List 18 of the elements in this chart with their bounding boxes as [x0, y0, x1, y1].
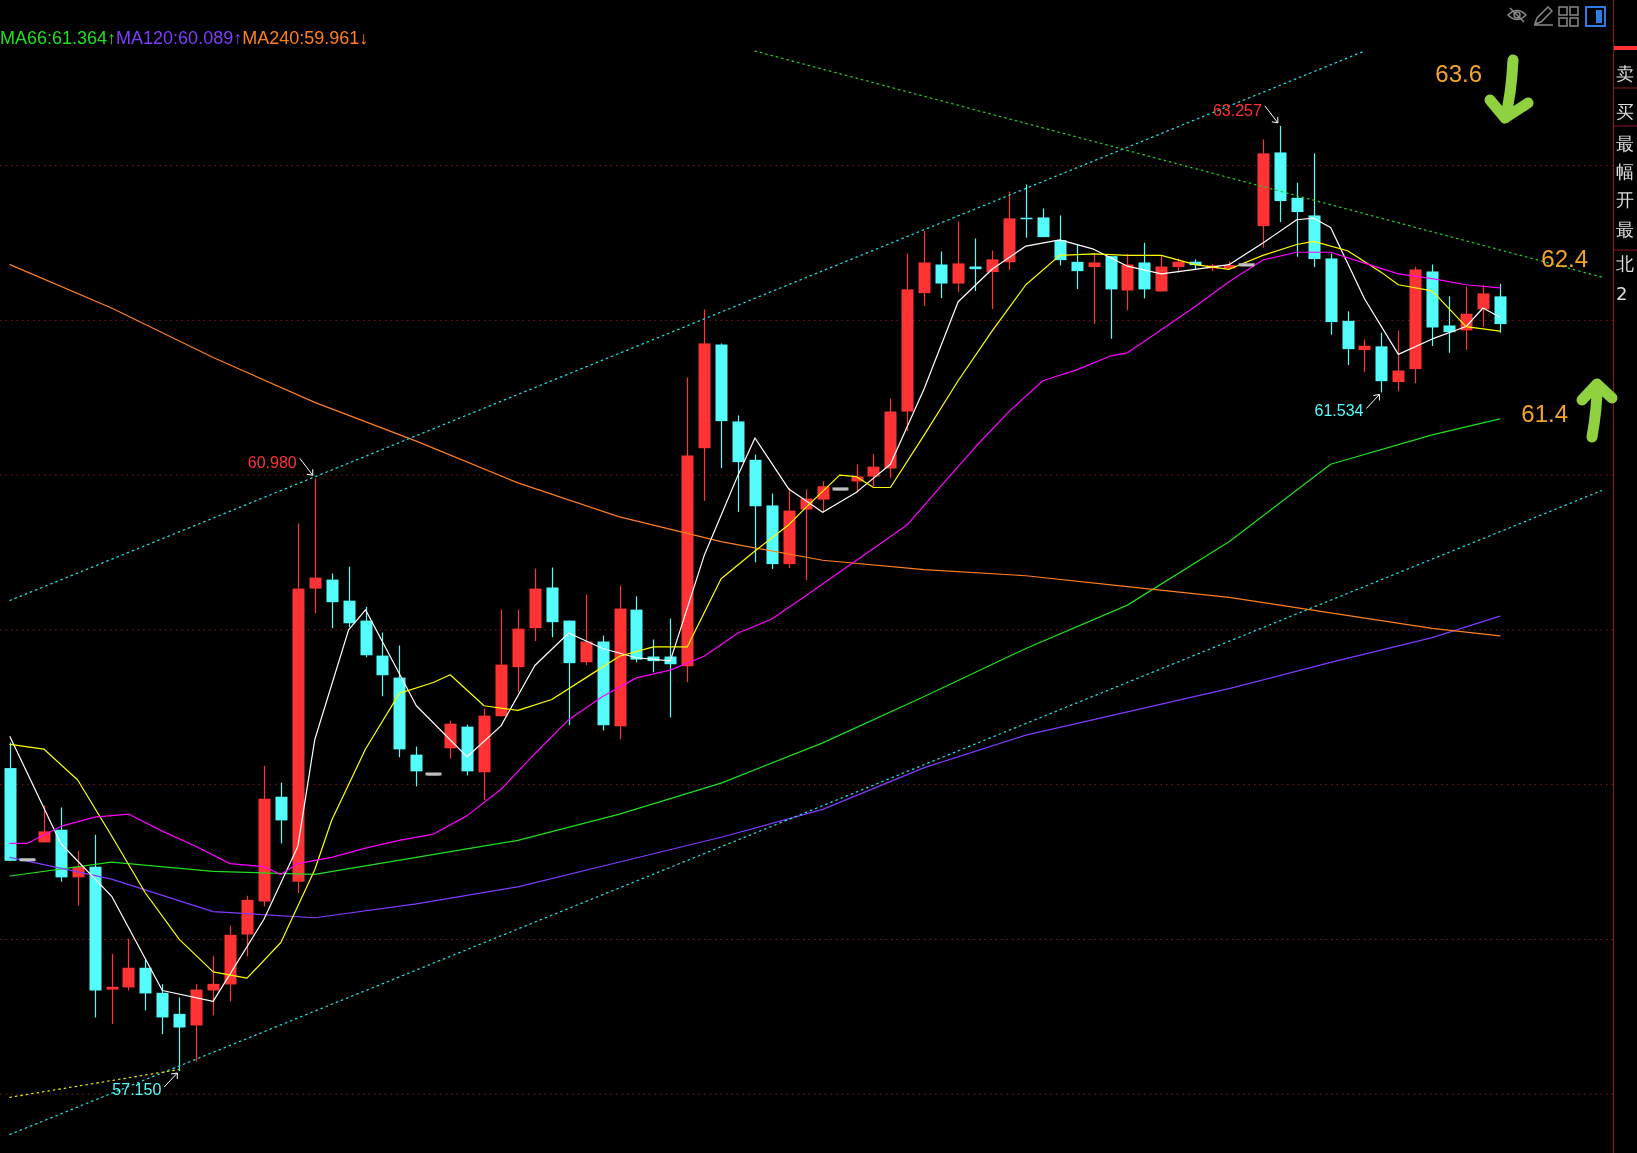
- annotation: 63.257: [1212, 101, 1262, 119]
- annotation: 61.534: [1314, 402, 1364, 420]
- text: 卖: [1616, 63, 1634, 84]
- annotation: 61.4: [1521, 400, 1568, 428]
- text: 开: [1616, 189, 1634, 210]
- text: MA66:61.364↑: [0, 28, 117, 48]
- text: MA120:60.089↑: [116, 28, 243, 48]
- text: 幅: [1616, 161, 1634, 182]
- annotation: 60.980: [247, 454, 297, 472]
- text: 北: [1616, 253, 1634, 274]
- annotation: 63.6: [1435, 59, 1482, 87]
- text: 2: [1616, 283, 1628, 304]
- annotation: 62.4: [1541, 245, 1588, 273]
- text: MA240:59.961↓: [242, 28, 369, 48]
- text: 最: [1616, 133, 1634, 154]
- annotation: 57.150: [112, 1080, 162, 1098]
- text: 买: [1616, 101, 1634, 122]
- text: 最: [1616, 219, 1634, 240]
